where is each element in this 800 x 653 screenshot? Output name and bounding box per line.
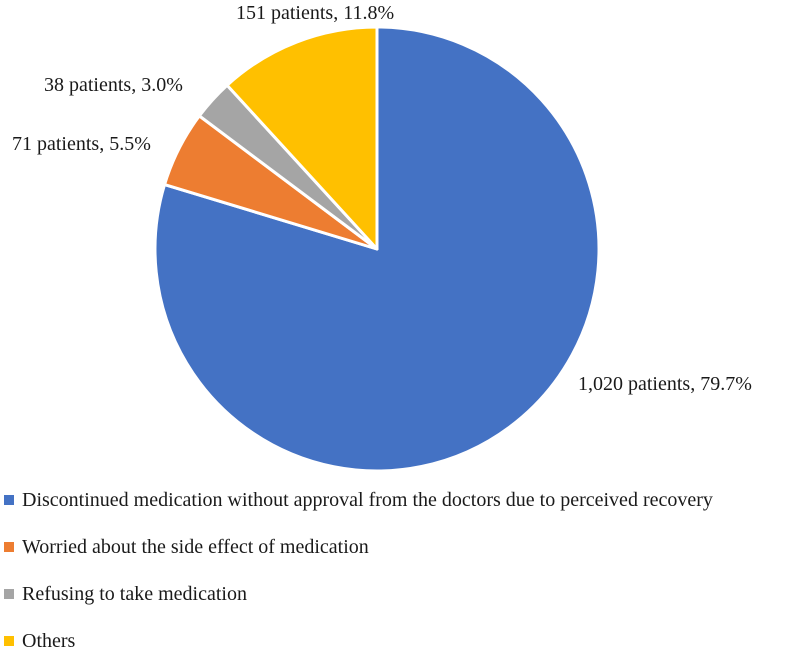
legend-swatch-side-effect [4, 542, 14, 552]
data-label-discontinued: 1,020 patients, 79.7% [578, 373, 752, 395]
legend-item-others: Others [4, 629, 75, 653]
legend-label: Refusing to take medication [22, 583, 247, 605]
data-label-others: 151 patients, 11.8% [236, 2, 394, 24]
legend-item-side-effect: Worried about the side effect of medicat… [4, 535, 369, 559]
data-label-side-effect: 71 patients, 5.5% [12, 133, 151, 155]
pie-slice-others [225, 25, 379, 251]
legend-item-refusing: Refusing to take medication [4, 582, 247, 606]
data-label-refusing: 38 patients, 3.0% [44, 74, 183, 96]
pie-slices [153, 25, 601, 473]
legend-label: Worried about the side effect of medicat… [22, 536, 369, 558]
legend-label: Discontinued medication without approval… [22, 489, 713, 511]
legend-label: Others [22, 630, 76, 652]
legend-swatch-others [4, 636, 14, 646]
data-labels: 1,020 patients, 79.7% 71 patients, 5.5% … [12, 2, 752, 395]
legend-swatch-refusing [4, 589, 14, 599]
legend-item-discontinued: Discontinued medication without approval… [4, 488, 713, 512]
legend-swatch-discontinued [4, 495, 14, 505]
